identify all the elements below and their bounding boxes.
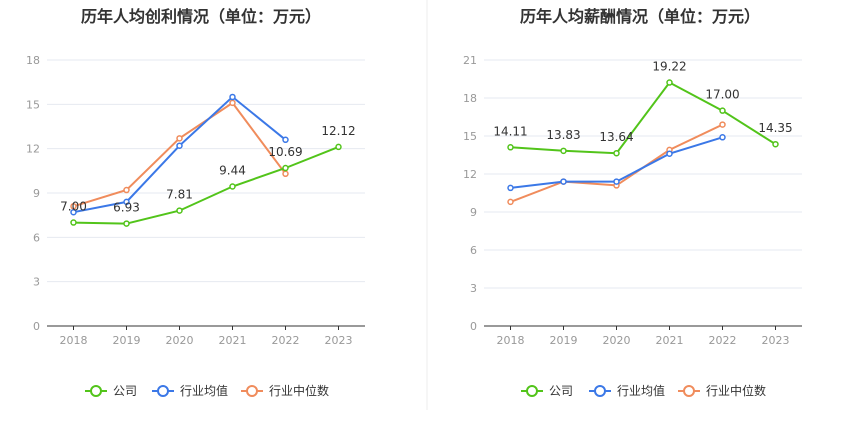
legend-industry-avg-marker xyxy=(594,385,606,397)
data-point-industry-median[interactable] xyxy=(719,121,726,128)
data-label: 7.00 xyxy=(60,200,87,214)
salary-legend: 公司 行业均值 行业中位数 xyxy=(521,383,766,398)
data-point-industry-avg[interactable] xyxy=(123,198,130,206)
data-label: 14.35 xyxy=(758,121,792,135)
x-tick-label: 2021 xyxy=(656,334,684,347)
data-point-industry-median[interactable] xyxy=(123,186,130,194)
legend-company-label: 公司 xyxy=(549,384,573,398)
legend-item-industry-avg[interactable]: 行业均值 xyxy=(152,383,228,398)
x-tick-label: 2020 xyxy=(603,334,631,347)
legend-item-industry-median[interactable]: 行业中位数 xyxy=(678,383,766,398)
salary-chart-title: 历年人均薪酬情况（单位：万元） xyxy=(520,7,760,26)
y-tick-label: 15 xyxy=(463,130,477,143)
data-label: 13.83 xyxy=(546,128,580,142)
legend-company-marker xyxy=(526,385,538,397)
data-point-company[interactable] xyxy=(507,144,514,151)
y-tick-label: 0 xyxy=(470,320,477,333)
data-label: 12.12 xyxy=(321,124,355,138)
x-tick-label: 2023 xyxy=(325,334,353,347)
data-label: 17.00 xyxy=(705,88,739,102)
data-point-company[interactable] xyxy=(282,164,289,172)
data-point-industry-avg[interactable] xyxy=(70,208,77,216)
y-tick-label: 9 xyxy=(33,187,40,200)
y-tick-label: 6 xyxy=(33,231,40,244)
legend-industry-avg-label: 行业均值 xyxy=(180,383,228,398)
data-point-industry-median[interactable] xyxy=(70,203,77,210)
x-tick-label: 2019 xyxy=(113,334,141,347)
y-tick-label: 9 xyxy=(470,206,477,219)
legend-industry-avg-label: 行业均值 xyxy=(617,383,665,398)
x-tick-label: 2022 xyxy=(272,334,300,347)
data-point-company[interactable] xyxy=(560,147,567,155)
data-point-industry-avg[interactable] xyxy=(613,178,620,185)
data-point-company[interactable] xyxy=(70,219,77,226)
data-point-industry-median[interactable] xyxy=(176,135,183,142)
data-point-industry-median[interactable] xyxy=(282,170,289,178)
data-point-industry-median[interactable] xyxy=(507,198,514,206)
y-tick-label: 3 xyxy=(470,282,477,295)
x-tick-label: 2022 xyxy=(709,334,737,347)
x-tick-label: 2018 xyxy=(60,334,88,347)
data-label: 13.64 xyxy=(599,130,633,144)
legend-industry-median-marker xyxy=(246,385,258,397)
data-point-industry-avg[interactable] xyxy=(560,178,567,185)
legend-company-label: 公司 xyxy=(113,384,137,398)
series-line-company xyxy=(510,81,777,155)
data-point-industry-avg[interactable] xyxy=(507,184,514,192)
legend-industry-avg-marker xyxy=(157,385,169,397)
data-label: 14.11 xyxy=(493,124,527,138)
y-tick-label: 0 xyxy=(33,320,40,333)
data-label: 7.81 xyxy=(166,188,193,202)
data-label: 6.93 xyxy=(113,201,140,215)
data-point-company[interactable] xyxy=(772,140,779,148)
legend-item-company[interactable]: 公司 xyxy=(85,384,137,398)
data-label: 10.69 xyxy=(268,145,302,159)
profit-chart: 历年人均创利情况（单位：万元） 0 3 6 9 12 15 18 2018 2019 2020 20… xyxy=(26,7,365,347)
data-point-company[interactable] xyxy=(176,207,183,214)
data-point-industry-median[interactable] xyxy=(229,99,236,107)
legend-item-industry-median[interactable]: 行业中位数 xyxy=(241,383,329,398)
data-label: 9.44 xyxy=(219,163,246,177)
legend-company-marker xyxy=(90,385,102,397)
y-tick-label: 12 xyxy=(26,143,40,156)
y-tick-label: 18 xyxy=(463,92,477,105)
data-point-company[interactable] xyxy=(229,183,236,190)
data-point-company[interactable] xyxy=(613,149,620,157)
y-tick-label: 6 xyxy=(470,244,477,257)
data-point-company[interactable] xyxy=(666,79,673,86)
legend-industry-median-label: 行业中位数 xyxy=(269,383,329,398)
y-tick-label: 12 xyxy=(463,168,477,181)
y-tick-label: 21 xyxy=(463,54,477,67)
data-point-industry-avg[interactable] xyxy=(719,134,726,141)
data-point-industry-avg[interactable] xyxy=(229,93,236,101)
profit-chart-title: 历年人均创利情况（单位：万元） xyxy=(81,7,321,26)
y-tick-label: 3 xyxy=(33,276,40,289)
y-tick-label: 18 xyxy=(26,54,40,67)
data-point-company[interactable] xyxy=(719,107,726,114)
legend-item-company[interactable]: 公司 xyxy=(521,384,573,398)
legend-industry-median-label: 行业中位数 xyxy=(706,383,766,398)
salary-chart: 历年人均薪酬情况（单位：万元） 0 3 6 9 12 15 18 21 2018 2019 2020… xyxy=(463,7,802,347)
legend-item-industry-avg[interactable]: 行业均值 xyxy=(589,383,665,398)
x-tick-label: 2020 xyxy=(166,334,194,347)
x-tick-label: 2021 xyxy=(219,334,247,347)
data-label: 19.22 xyxy=(652,60,686,74)
data-point-industry-avg[interactable] xyxy=(282,136,289,144)
data-point-industry-avg[interactable] xyxy=(176,142,183,149)
data-point-industry-avg[interactable] xyxy=(666,150,673,157)
x-tick-label: 2019 xyxy=(550,334,578,347)
data-point-company[interactable] xyxy=(335,143,342,151)
y-tick-label: 15 xyxy=(26,98,40,111)
x-tick-label: 2018 xyxy=(497,334,525,347)
profit-legend: 公司 行业均值 行业中位数 xyxy=(85,383,329,398)
series-line-company xyxy=(73,145,339,225)
x-tick-label: 2023 xyxy=(762,334,790,347)
legend-industry-median-marker xyxy=(683,385,695,397)
data-point-company[interactable] xyxy=(123,220,130,227)
